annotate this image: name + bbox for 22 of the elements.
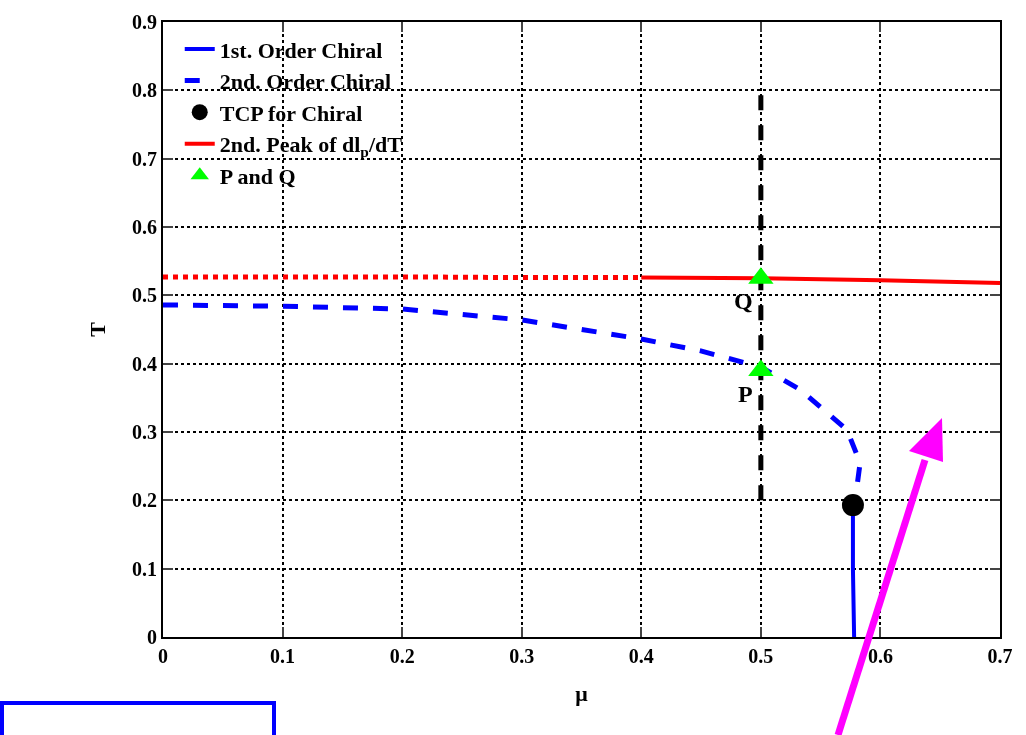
y-tick-label: 0.8 (132, 79, 157, 102)
x-tick-label: 0.6 (867, 645, 893, 667)
x-axis-title: μ (575, 681, 589, 707)
y-tick-label: 0.4 (132, 352, 157, 375)
x-tick-label: 0.4 (628, 645, 654, 667)
x-tick-label: 0.1 (270, 645, 296, 667)
y-tick-label: 0.9 (132, 11, 157, 33)
y-tick-label: 0.6 (132, 216, 157, 238)
legend-label: 1st. Order Chiral (219, 37, 383, 63)
y-tick-label: 0.7 (132, 147, 157, 170)
y-tick-label: 0.5 (132, 284, 157, 307)
x-tick-label: 0.3 (509, 645, 535, 667)
y-tick-label: 0.1 (132, 557, 157, 580)
y-axis-title: T (85, 321, 111, 337)
legend-label: 2nd. Order Chiral (219, 69, 392, 95)
annotation: P (738, 381, 753, 407)
y-tick-label: 0.3 (132, 421, 157, 443)
y-tick-label: 0 (147, 626, 157, 648)
x-tick-label: 0.7 (987, 645, 1013, 667)
y-tick-label: 0.2 (132, 489, 157, 512)
x-tick-label: 0.2 (389, 645, 415, 667)
x-tick-label: 0.5 (748, 645, 774, 667)
